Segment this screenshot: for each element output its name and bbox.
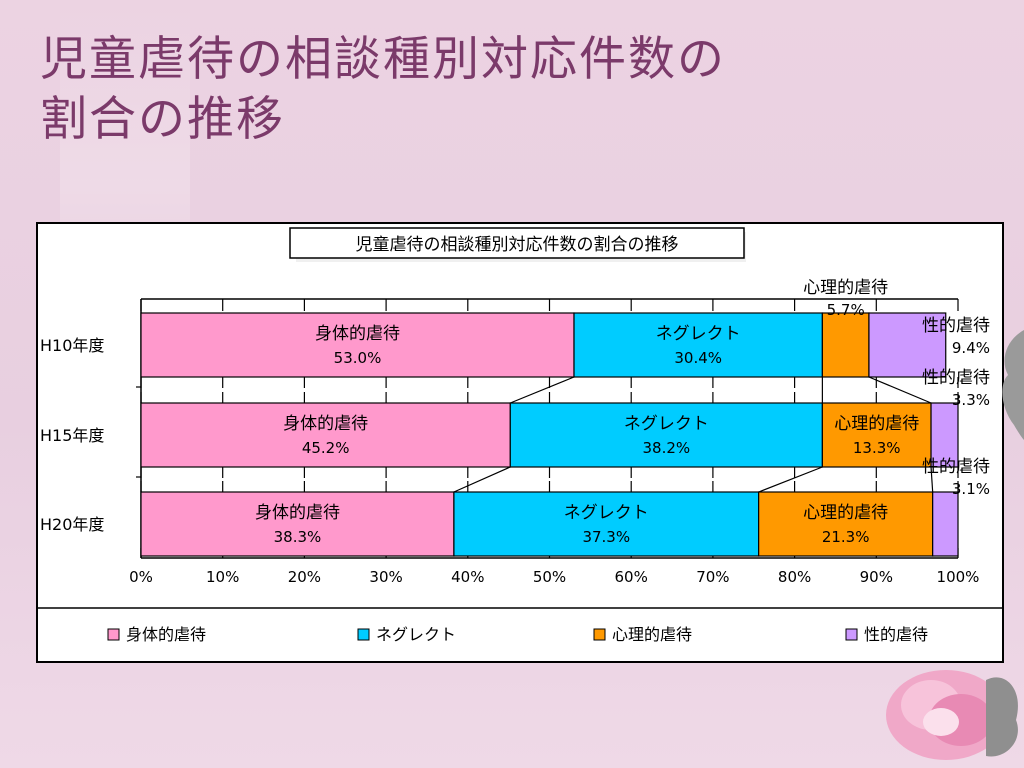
legend-label: 身体的虐待 bbox=[126, 625, 206, 644]
x-tick-label: 10% bbox=[206, 568, 239, 586]
bar-segment bbox=[930, 402, 959, 468]
series-connector-line bbox=[930, 466, 934, 493]
bar-value-label: 37.3% bbox=[582, 528, 630, 546]
bar-series-label: 身体的虐待 bbox=[315, 324, 400, 344]
bar-segment bbox=[868, 312, 947, 378]
bar-segment bbox=[821, 312, 870, 378]
bar-segment bbox=[140, 402, 511, 468]
bar-series-label: 心理的虐待 bbox=[834, 414, 919, 434]
category-label: H20年度 bbox=[40, 515, 104, 534]
bar-series-label: 身体的虐待 bbox=[255, 503, 340, 523]
bar-series-label: ネグレクト bbox=[564, 503, 649, 523]
bar-series-label: ネグレクト bbox=[656, 324, 741, 344]
bar-series-label: 性的虐待 bbox=[922, 457, 990, 477]
plot-area: 0% 10% 20% 30% 40% 50% 60% 70% 80% 90% 100% H10年度 H1… bbox=[40, 278, 990, 586]
bar-value-label: 38.2% bbox=[643, 439, 691, 457]
x-tick-label: 30% bbox=[369, 568, 402, 586]
series-connector-line bbox=[510, 376, 575, 404]
bar-value-label: 45.2% bbox=[302, 439, 350, 457]
bar-segment bbox=[509, 402, 823, 468]
page-title: 児童虐待の相談種別対応件数の 割合の推移 bbox=[40, 30, 726, 150]
x-tick-label: 20% bbox=[288, 568, 321, 586]
page-title-line2: 割合の推移 bbox=[40, 92, 285, 147]
x-tick-label: 0% bbox=[129, 568, 153, 586]
x-tick-label: 70% bbox=[696, 568, 729, 586]
x-tick-label: 40% bbox=[451, 568, 484, 586]
x-tick-label: 60% bbox=[615, 568, 648, 586]
legend-swatch bbox=[845, 628, 858, 641]
flower-decoration-right bbox=[1002, 330, 1024, 440]
chart-title: 児童虐待の相談種別対応件数の割合の推移 bbox=[356, 235, 679, 255]
bar-value-label: 9.4% bbox=[952, 339, 990, 357]
bar-segment bbox=[573, 312, 823, 378]
bar-value-label: 38.3% bbox=[274, 528, 322, 546]
category-label: H15年度 bbox=[40, 426, 104, 445]
series-connector-line bbox=[453, 466, 511, 493]
legend-swatch bbox=[593, 628, 606, 641]
x-tick-label: 50% bbox=[533, 568, 566, 586]
bar-value-label: 5.7% bbox=[827, 301, 865, 319]
category-label: H10年度 bbox=[40, 336, 104, 355]
bar-series-label: 身体的虐待 bbox=[283, 414, 368, 434]
bar-segment bbox=[932, 491, 959, 557]
bar-series-label: 心理的虐待 bbox=[803, 278, 888, 298]
bar-segment bbox=[758, 491, 934, 557]
bar-series-label: 心理的虐待 bbox=[803, 503, 888, 523]
bar-value-label: 21.3% bbox=[822, 528, 870, 546]
legend-label: ネグレクト bbox=[376, 625, 456, 644]
bar-segment bbox=[140, 491, 455, 557]
flower-decoration-bottom bbox=[886, 670, 1018, 760]
bar-segment bbox=[140, 312, 575, 378]
series-connector-line bbox=[868, 376, 932, 404]
bar-value-label: 3.1% bbox=[952, 480, 990, 498]
chart-container: 児童虐待の相談種別対応件数の割合の推移 0% 10% 20% 30% 40% 50% 60%… bbox=[36, 222, 1004, 663]
legend-label: 性的虐待 bbox=[864, 625, 928, 644]
stacked-bar-chart: 児童虐待の相談種別対応件数の割合の推移 0% 10% 20% 30% 40% 50% 60%… bbox=[38, 227, 1002, 644]
bar-value-label: 3.3% bbox=[952, 391, 990, 409]
chart-title-box bbox=[289, 227, 745, 259]
bar-segment bbox=[453, 491, 760, 557]
legend-swatch bbox=[357, 628, 370, 641]
series-connector-line bbox=[758, 466, 823, 493]
bar-value-label: 30.4% bbox=[674, 349, 722, 367]
legend: 身体的虐待 ネグレクト 心理的虐待 性的虐待 bbox=[107, 625, 928, 644]
legend-swatch bbox=[107, 628, 120, 641]
legend-label: 心理的虐待 bbox=[612, 625, 692, 644]
x-tick-label: 100% bbox=[937, 568, 980, 586]
bar-series-label: ネグレクト bbox=[624, 414, 709, 434]
bar-series-label: 性的虐待 bbox=[922, 316, 990, 336]
bar-value-label: 53.0% bbox=[334, 349, 382, 367]
page-title-line1: 児童虐待の相談種別対応件数の bbox=[40, 32, 726, 87]
bar-segment bbox=[821, 402, 932, 468]
x-tick-label: 90% bbox=[860, 568, 893, 586]
bar-series-label: 性的虐待 bbox=[922, 368, 990, 388]
bar-value-label: 13.3% bbox=[853, 439, 901, 457]
x-tick-label: 80% bbox=[778, 568, 811, 586]
